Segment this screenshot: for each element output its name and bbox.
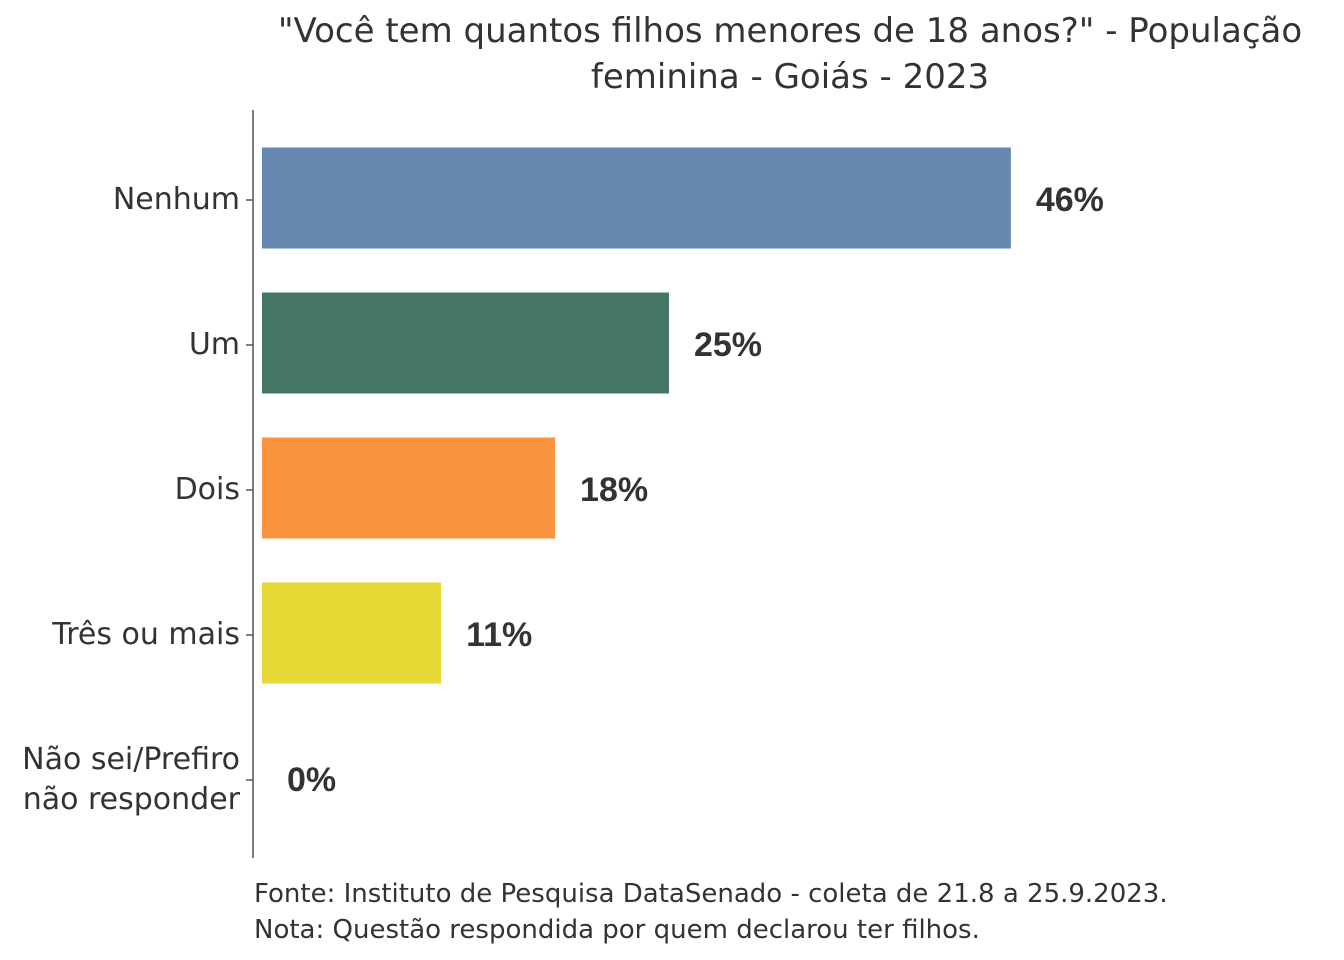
bar-2 bbox=[262, 437, 556, 539]
category-label-line: Dois bbox=[175, 472, 240, 507]
category-label-line: Um bbox=[189, 327, 240, 362]
value-label: 18% bbox=[580, 471, 648, 509]
footnote: Nota: Questão respondida por quem declar… bbox=[254, 915, 980, 945]
bar-3 bbox=[262, 582, 442, 684]
category-label: Dois bbox=[175, 472, 240, 507]
value-label: 25% bbox=[694, 326, 762, 364]
category-label-line: Nenhum bbox=[113, 182, 240, 217]
category-label-line: Não sei/Prefiro bbox=[22, 742, 240, 777]
category-label: Nenhum bbox=[113, 182, 240, 217]
bar-0 bbox=[262, 147, 1011, 249]
value-label: 0% bbox=[287, 761, 336, 799]
category-label: Três ou mais bbox=[51, 617, 240, 652]
chart-title: "Você tem quantos filhos menores de 18 a… bbox=[240, 8, 1340, 100]
bar-1 bbox=[262, 292, 669, 394]
value-label: 11% bbox=[466, 616, 532, 654]
category-label: Um bbox=[189, 327, 240, 362]
category-label-line: Três ou mais bbox=[51, 617, 240, 652]
chart-footer: Fonte: Instituto de Pesquisa DataSenado … bbox=[254, 876, 1168, 948]
category-label-line: não responder bbox=[23, 782, 241, 817]
chart-title-line-2: feminina - Goiás - 2023 bbox=[590, 57, 990, 97]
category-label: Não sei/Prefiro não responder bbox=[22, 742, 241, 817]
chart-title-line-1: "Você tem quantos filhos menores de 18 a… bbox=[277, 11, 1303, 51]
source-note: Fonte: Instituto de Pesquisa DataSenado … bbox=[254, 879, 1168, 909]
value-label: 46% bbox=[1036, 181, 1104, 219]
